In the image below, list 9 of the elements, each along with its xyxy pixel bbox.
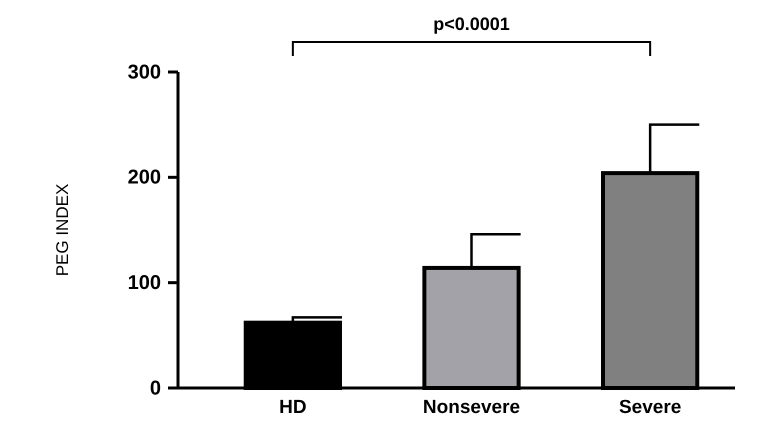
- y-axis-title: PEG INDEX: [53, 184, 72, 276]
- x-tick-label: Severe: [618, 397, 682, 418]
- x-tick-label: Nonsevere: [422, 397, 520, 418]
- y-tick-label: 0: [150, 377, 161, 400]
- y-tick-label: 300: [128, 61, 161, 84]
- y-tick-label: 200: [128, 166, 161, 189]
- x-tick-label: HD: [279, 397, 307, 418]
- text: p<0.0001: [433, 14, 510, 34]
- y-tick-label: 100: [128, 272, 161, 294]
